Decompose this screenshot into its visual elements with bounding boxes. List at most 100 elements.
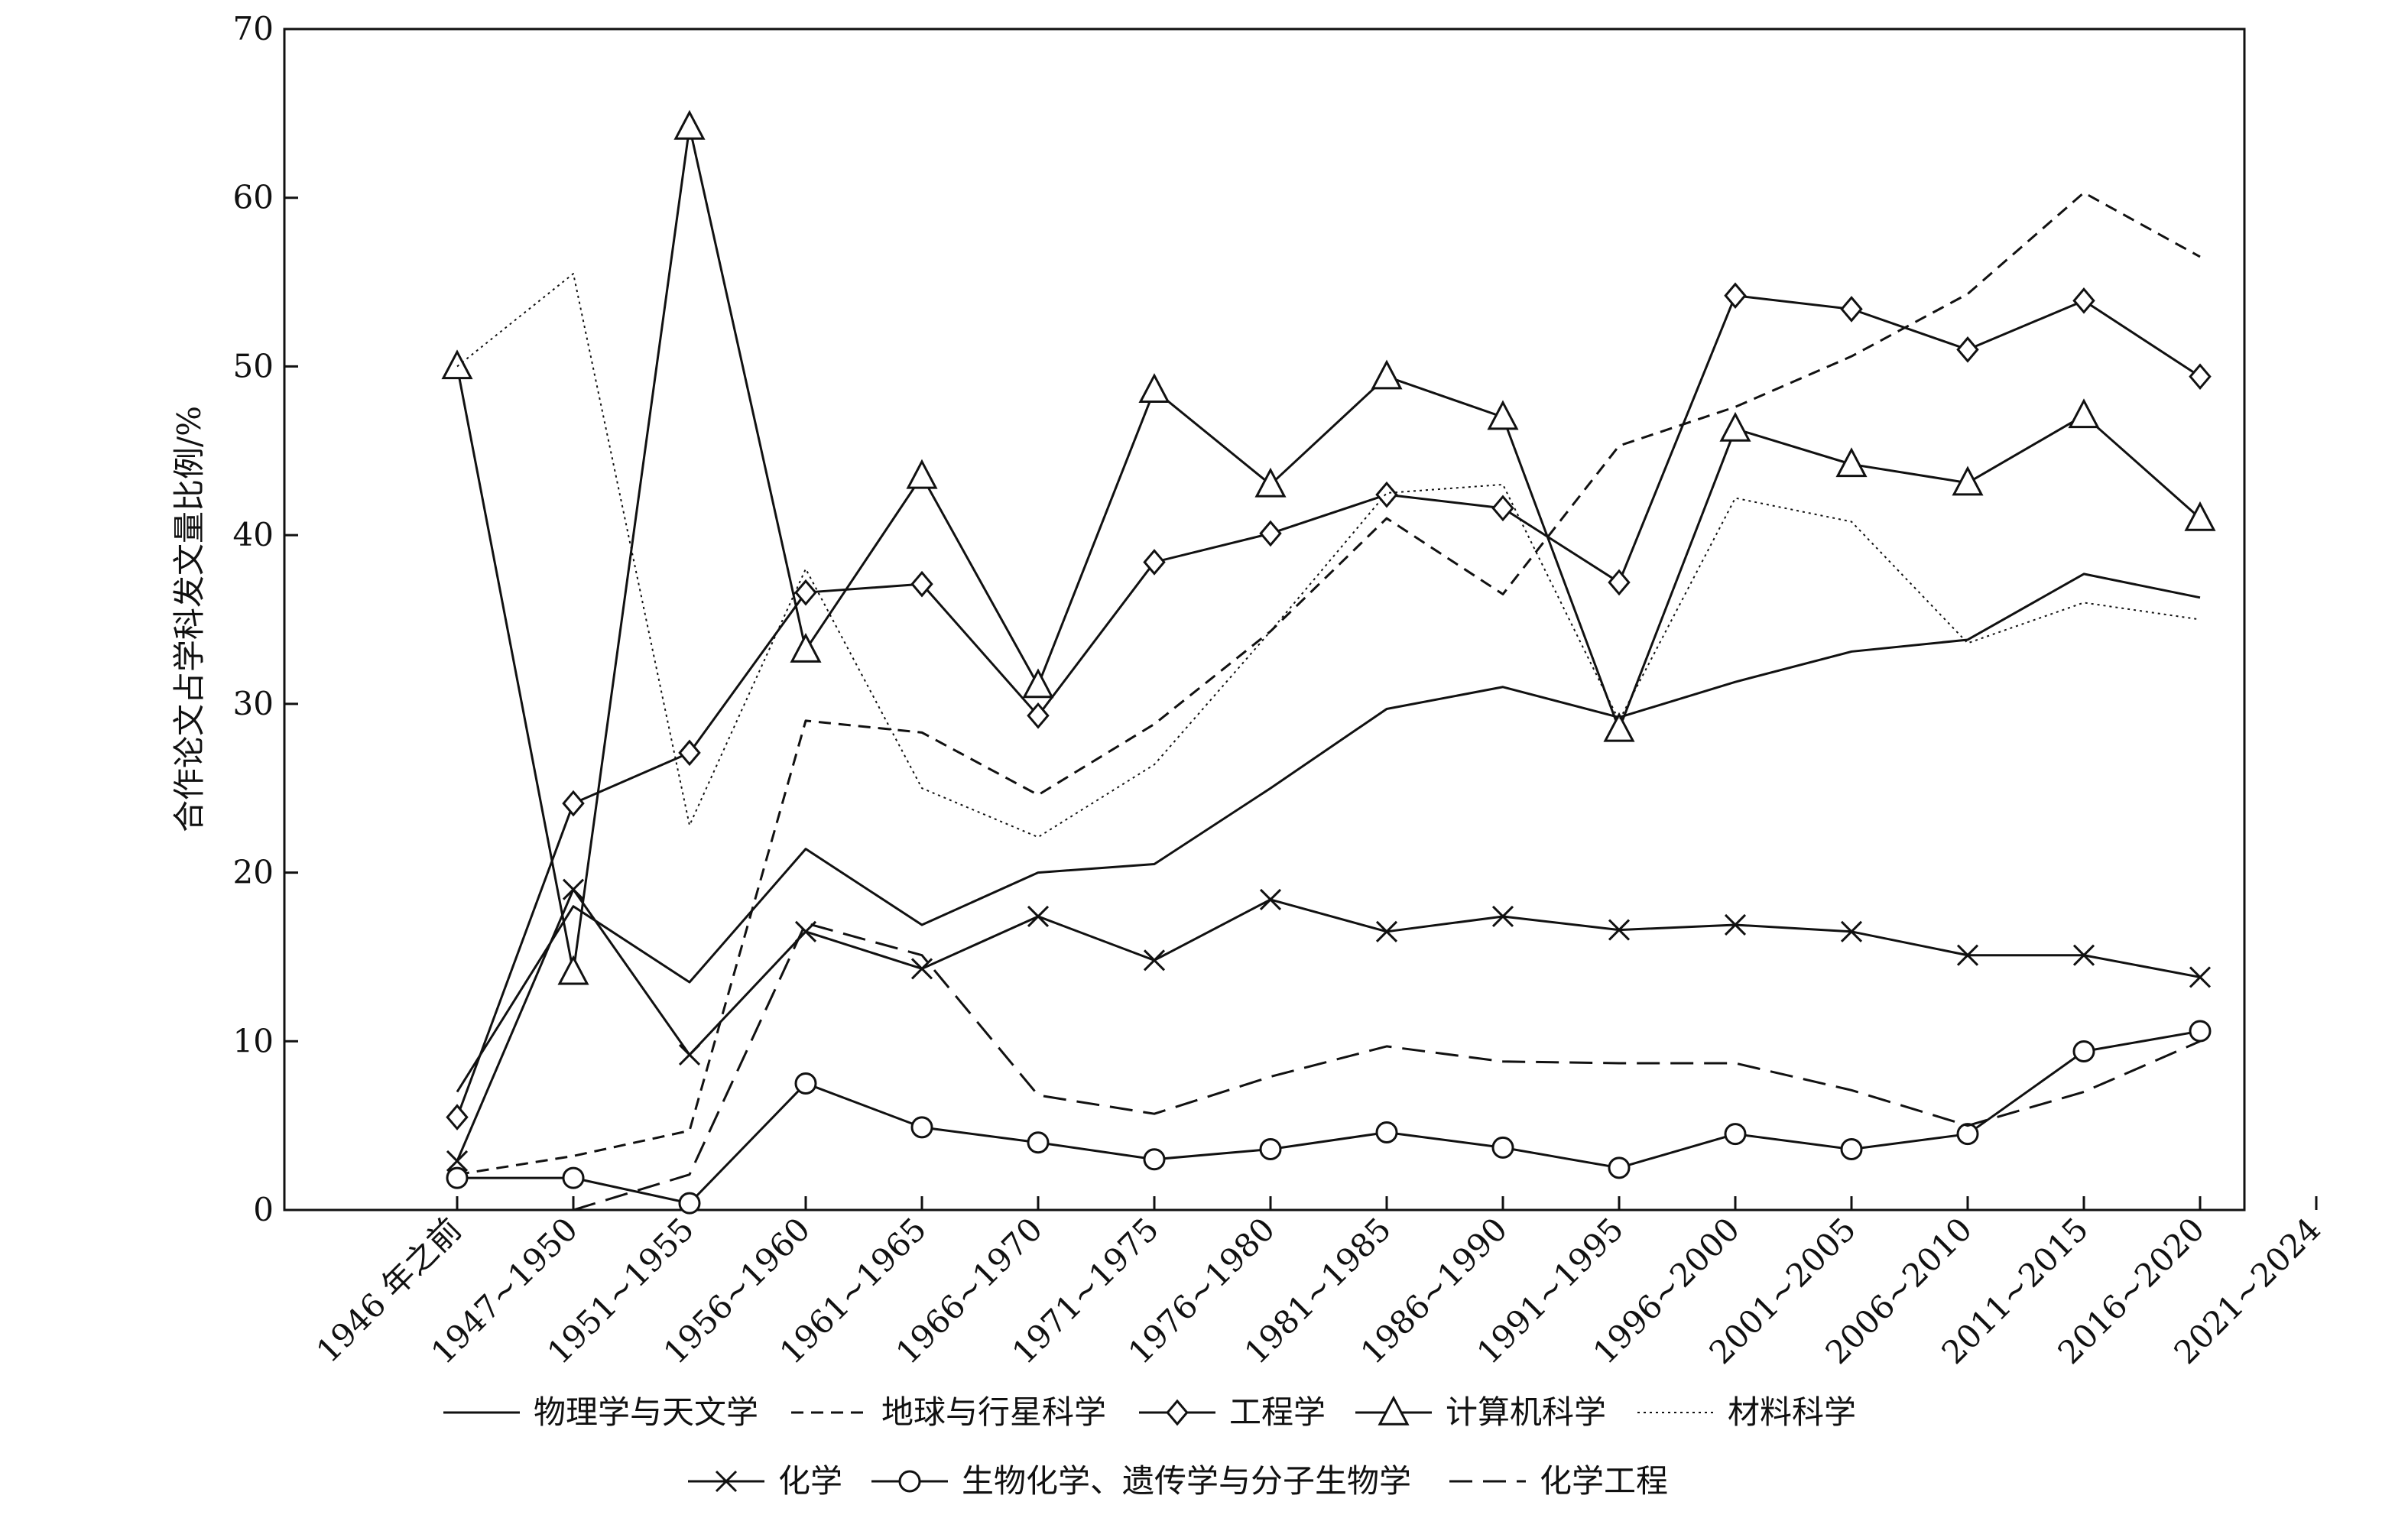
x-marker-stroke — [1259, 888, 1282, 910]
series-4 — [456, 273, 2201, 838]
data-point-x — [910, 958, 933, 980]
x-marker-stroke — [1375, 920, 1398, 942]
data-point-diamond — [910, 570, 933, 598]
data-point-circle — [1259, 1138, 1282, 1161]
data-point-diamond — [1259, 520, 1282, 547]
series-6 — [446, 1020, 2212, 1215]
data-point-circle — [1724, 1123, 1747, 1146]
x-marker-stroke — [1956, 944, 1979, 966]
data-point-triangle — [1371, 359, 1403, 390]
x-marker-stroke — [1608, 919, 1631, 941]
data-point-x — [446, 1150, 469, 1173]
data-point-x — [678, 1043, 701, 1066]
data-point-circle — [2072, 1040, 2095, 1063]
y-axis-title: 合作论文占学科发文量比例/% — [170, 406, 208, 832]
legend-item: 材料科学 — [1637, 1393, 1856, 1431]
series-line — [457, 1030, 2201, 1205]
series-5 — [446, 878, 2212, 1173]
data-point-circle — [1491, 1136, 1514, 1159]
series-3 — [441, 109, 2216, 985]
x-marker-stroke — [2189, 966, 2212, 988]
data-point-triangle — [1022, 668, 1054, 699]
legend-marker — [1378, 1395, 1410, 1426]
legend-label: 物理学与天文学 — [534, 1393, 758, 1431]
x-marker-stroke — [446, 1150, 469, 1173]
y-tick-label: 60 — [233, 179, 274, 216]
y-tick-label: 70 — [233, 10, 274, 47]
series-0 — [456, 573, 2201, 1093]
data-point-x — [562, 878, 585, 900]
y-tick-label: 50 — [233, 347, 274, 384]
legend-marker — [898, 1470, 921, 1493]
series-line — [456, 191, 2201, 1176]
legend-label: 生物化学、遗传学与分子生物学 — [962, 1462, 1411, 1500]
data-point-triangle — [557, 955, 589, 985]
data-point-circle — [446, 1166, 469, 1189]
data-point-diamond — [562, 790, 585, 817]
y-tick-label: 0 — [253, 1191, 274, 1228]
series-1 — [456, 191, 2201, 1176]
data-point-diamond — [446, 1104, 469, 1130]
data-point-diamond — [1724, 282, 1747, 310]
series-line — [456, 125, 2201, 974]
x-marker-stroke — [1840, 920, 1863, 942]
data-point-circle — [1840, 1138, 1863, 1161]
series-layer — [441, 109, 2216, 1215]
data-point-circle — [794, 1072, 817, 1095]
data-point-x — [1840, 920, 1863, 942]
x-marker-stroke — [1027, 905, 1050, 928]
x-marker-stroke — [1491, 905, 1514, 928]
data-point-x — [1027, 905, 1050, 928]
legend-label: 工程学 — [1229, 1393, 1326, 1431]
x-marker-stroke — [562, 878, 585, 900]
data-point-diamond — [1491, 495, 1514, 522]
data-point-diamond — [1840, 296, 1863, 323]
y-tick-label: 40 — [233, 516, 274, 553]
series-7 — [573, 922, 2201, 1212]
data-point-diamond — [794, 579, 817, 606]
legend-item: 化学工程 — [1449, 1462, 1668, 1500]
legend-item: 生物化学、遗传学与分子生物学 — [871, 1462, 1411, 1500]
x-marker-stroke — [678, 1043, 701, 1066]
data-point-triangle — [1603, 712, 1635, 742]
series-line — [456, 273, 2201, 838]
data-point-x — [2189, 966, 2212, 988]
y-tick-label: 30 — [233, 685, 274, 722]
legend-item: 化学 — [688, 1462, 842, 1500]
data-point-circle — [1027, 1131, 1050, 1154]
series-line — [456, 294, 2201, 1118]
data-point-triangle — [2068, 398, 2100, 429]
x-marker-stroke — [1143, 949, 1166, 971]
legend-item: 计算机科学 — [1355, 1393, 1606, 1431]
x-marker-stroke — [910, 958, 933, 980]
data-point-x — [1724, 913, 1747, 936]
plot-area-frame — [283, 28, 2246, 1212]
x-marker-stroke — [2072, 944, 2095, 966]
series-line — [456, 573, 2201, 1093]
y-axis: 0 10 20 30 40 50 60 70 — [233, 10, 298, 1228]
data-point-circle — [562, 1166, 585, 1189]
data-point-triangle — [2184, 501, 2216, 531]
data-point-triangle — [790, 633, 822, 663]
data-point-x — [1375, 920, 1398, 942]
data-point-diamond — [1027, 702, 1050, 729]
data-point-circle — [1143, 1148, 1166, 1171]
data-point-x — [1143, 949, 1166, 971]
data-point-triangle — [1254, 467, 1287, 498]
data-point-x — [1608, 919, 1631, 941]
x-axis: 1946 年之前1947~19501951~19551956~19601961~… — [309, 1196, 2328, 1371]
legend-item: 物理学与天文学 — [443, 1393, 758, 1431]
data-point-circle — [910, 1116, 933, 1139]
data-point-diamond — [2072, 287, 2095, 314]
data-point-diamond — [2189, 363, 2212, 390]
legend-item: 地球与行星科学 — [791, 1393, 1106, 1431]
legend-label: 计算机科学 — [1446, 1393, 1606, 1431]
data-point-circle — [1956, 1123, 1979, 1146]
series-line — [456, 888, 2201, 1162]
legend-marker — [1166, 1399, 1189, 1426]
data-point-triangle — [906, 459, 938, 489]
y-tick-label: 20 — [233, 854, 274, 891]
data-point-diamond — [1956, 336, 1979, 363]
